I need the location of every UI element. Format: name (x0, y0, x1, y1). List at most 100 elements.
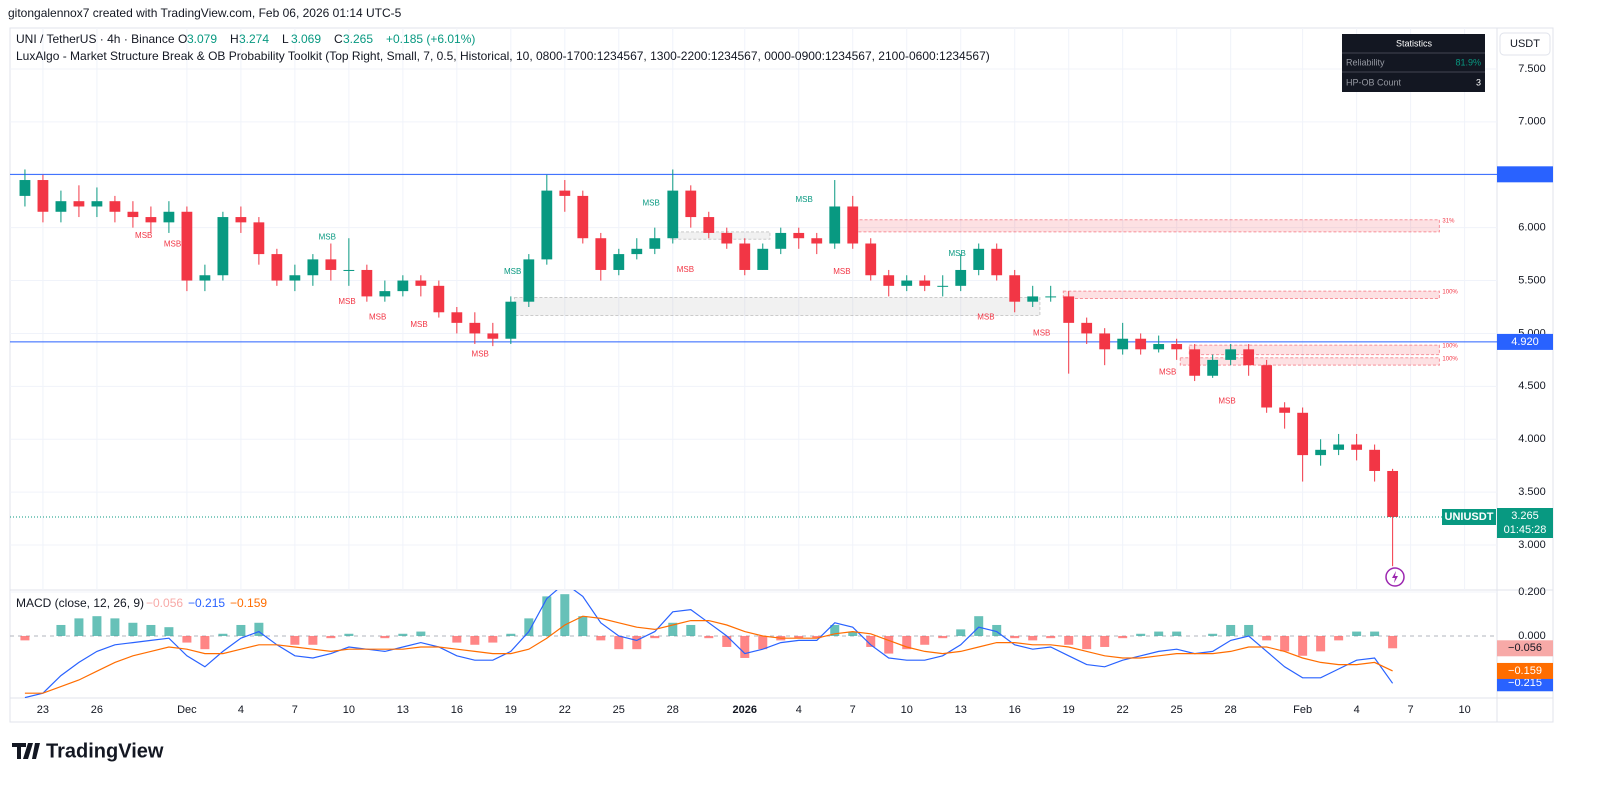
candle-body (73, 201, 85, 207)
currency-box[interactable] (1499, 32, 1551, 56)
msb-label: MSB (164, 240, 181, 249)
x-tick-label: 16 (1009, 704, 1021, 716)
ticker: UNIUSDT (1445, 511, 1494, 523)
x-tick-label: 7 (850, 704, 856, 716)
histogram-bar (794, 635, 804, 639)
currency-button[interactable]: USDT (1499, 32, 1551, 56)
candle-body (1261, 365, 1273, 408)
candle-body (973, 248, 985, 270)
histogram-bar (20, 635, 30, 641)
ohlc-value: 3.079 (187, 32, 217, 46)
alert-icon[interactable] (1385, 567, 1405, 587)
macd-tag-label: −0.056 (1508, 642, 1542, 654)
x-tick-label: 19 (505, 704, 517, 716)
order-block (1188, 344, 1440, 356)
histogram-bar (1136, 633, 1146, 636)
histogram-bar (722, 635, 732, 647)
candle-body (1063, 296, 1075, 323)
histogram-bar (1262, 635, 1272, 641)
candle-body (487, 333, 499, 339)
msb-label: MSB (948, 249, 965, 258)
y-tick-label: 4.500 (1518, 380, 1546, 392)
histogram-bar (1280, 635, 1290, 652)
x-tick-label: 25 (1171, 704, 1183, 716)
candle-body (901, 280, 913, 286)
candle-body (199, 275, 211, 281)
candle-body (685, 190, 697, 218)
histogram-bar (1352, 631, 1362, 636)
order-block (513, 296, 1041, 316)
candle-body (919, 280, 931, 286)
x-tick-label: 28 (667, 704, 679, 716)
candle-body (307, 259, 319, 276)
histogram-bar (560, 594, 570, 636)
ohlc-key: L (282, 32, 289, 46)
candle-body (1207, 359, 1219, 376)
order-block (670, 231, 771, 240)
histogram-bar (956, 629, 966, 636)
alert-bolt[interactable] (1392, 571, 1398, 583)
candle-body (289, 275, 301, 281)
histogram-bar (1028, 635, 1038, 641)
x-tick-label: 4 (1354, 704, 1360, 716)
y-tick-label: 0.000 (1518, 630, 1546, 642)
candle-body (361, 269, 373, 297)
macd-tag (1497, 662, 1553, 679)
candle-body (559, 190, 571, 196)
histogram-bar (344, 633, 354, 636)
candle-body (1333, 444, 1345, 450)
zone-label: 100% (1442, 290, 1458, 296)
candle-body (1297, 412, 1309, 456)
candle-body (1081, 322, 1093, 334)
msb-label: MSB (410, 320, 427, 329)
macd-title: MACD (close, 12, 26, 9) (16, 596, 144, 610)
histogram-bar (1154, 631, 1164, 636)
histogram-bar (1064, 635, 1074, 645)
msb-label: MSB (504, 267, 521, 276)
order-block (1062, 290, 1440, 300)
histogram-bar (938, 635, 948, 639)
candle-body (145, 217, 157, 223)
y-tick-label: 7.500 (1518, 63, 1546, 75)
msb-label: MSB (1033, 329, 1050, 338)
currency[interactable]: USDT (1510, 38, 1540, 50)
candle-body (1351, 444, 1363, 450)
candle-body (343, 269, 355, 271)
candle-body (991, 248, 1003, 276)
histogram-bar (1172, 631, 1182, 636)
candle-body (667, 190, 679, 239)
candle-body (595, 238, 607, 270)
candle-body (613, 254, 625, 270)
histogram-bar (92, 616, 102, 636)
histogram-bar (524, 618, 534, 636)
histogram-bar (614, 635, 624, 650)
histogram-bar (1082, 635, 1092, 650)
stats-value: 81.9% (1455, 57, 1481, 67)
histogram-bar (308, 635, 318, 645)
candle-body (1279, 407, 1291, 413)
candle-body (883, 275, 895, 286)
histogram-bar (668, 622, 678, 636)
histogram-bar (470, 635, 480, 645)
histogram-bar (488, 635, 498, 643)
macd-line (24, 590, 1394, 698)
x-tick-label: Feb (1293, 704, 1312, 716)
histogram-bar (830, 624, 840, 636)
brand: TradingView (46, 740, 164, 762)
msb-label: MSB (643, 198, 660, 207)
candle-body (1189, 349, 1201, 376)
macd-tag-label: −0.215 (1508, 677, 1542, 689)
candle-body (577, 195, 589, 239)
histogram-bar (1226, 624, 1236, 636)
x-tick-label: 10 (901, 704, 913, 716)
histogram-bar (56, 624, 66, 636)
candle-body (775, 232, 787, 249)
candle-body (649, 238, 661, 249)
histogram-bar (128, 622, 138, 636)
y-tick-label: 3.500 (1518, 486, 1546, 498)
candle-body (163, 211, 175, 223)
histogram-bar (200, 635, 210, 650)
logo: TradingView (12, 740, 164, 762)
x-tick-label: 23 (37, 704, 49, 716)
symbol: UNI / TetherUS · 4h · Binance (16, 32, 175, 46)
